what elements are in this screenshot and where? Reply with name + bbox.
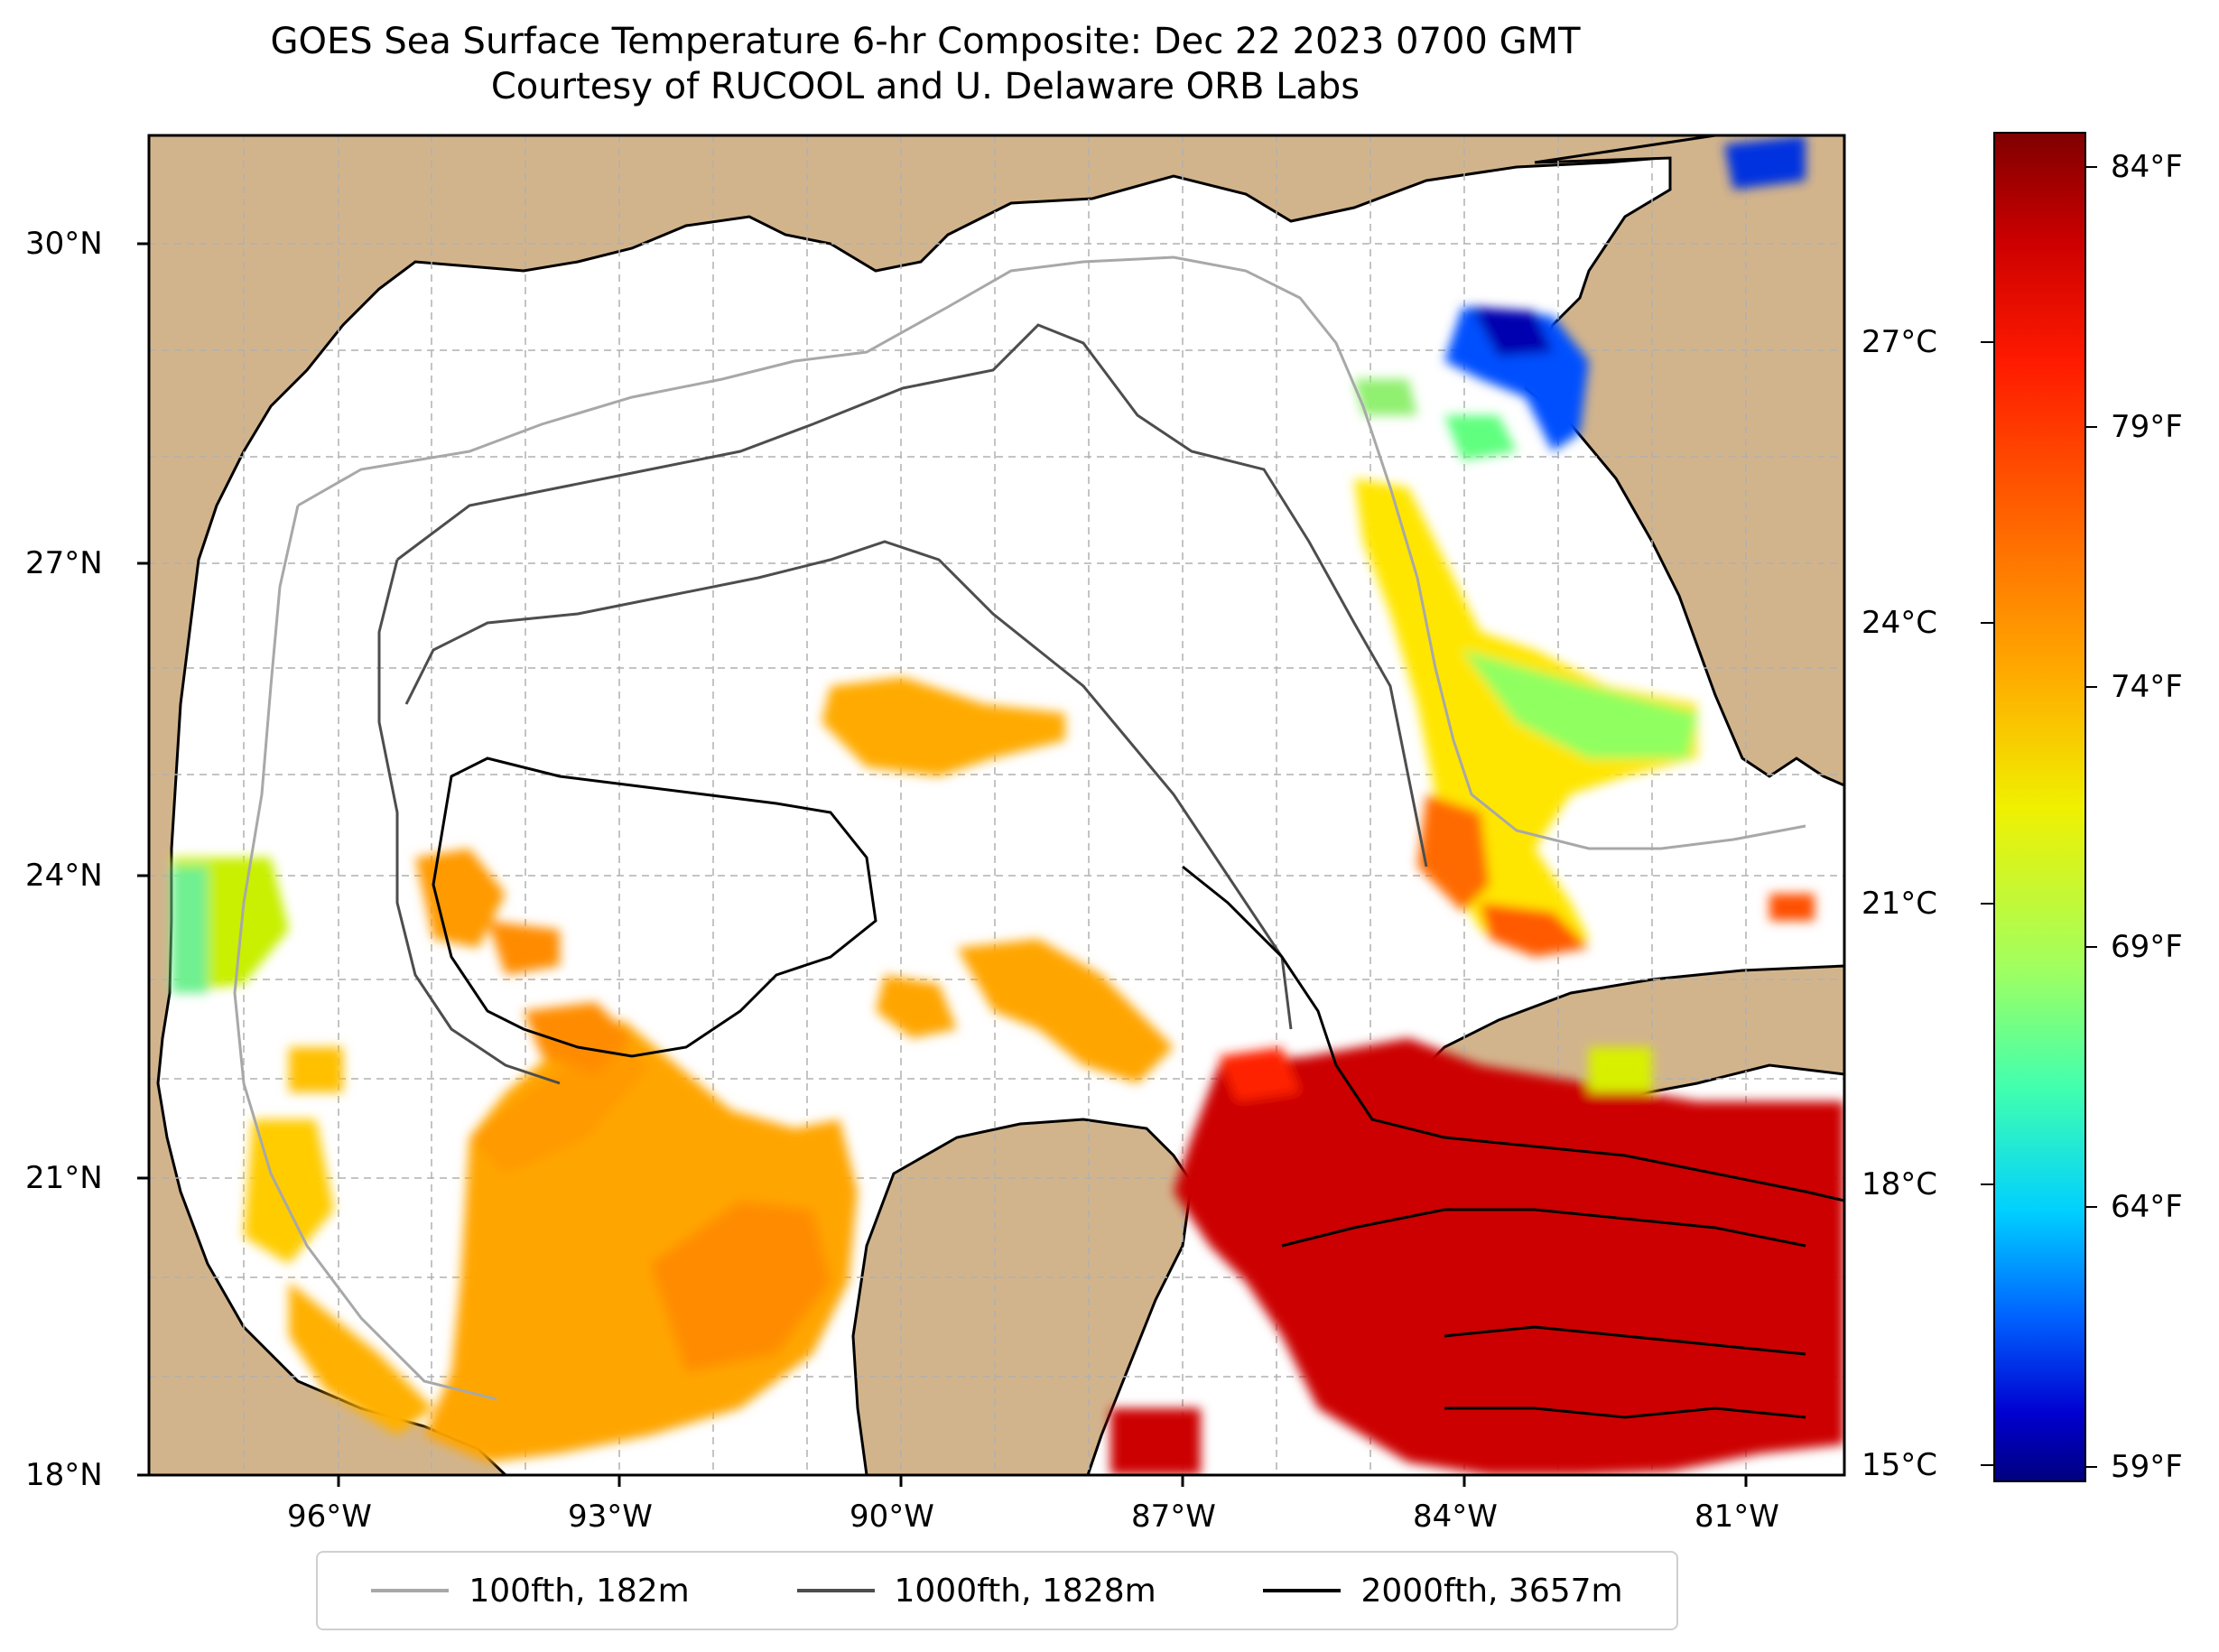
sst-patch-texas-coast <box>172 867 208 993</box>
sst-patch-central-east <box>957 939 1174 1083</box>
sst-patch-central <box>876 975 957 1038</box>
sst-patch-loop-edge-2 <box>1481 903 1589 957</box>
lat-label: 18°N <box>25 1457 103 1493</box>
sst-patch-cuba-north <box>1589 1047 1652 1092</box>
colorbar <box>1993 132 2086 1482</box>
colorbar-tick <box>2084 1466 2097 1468</box>
legend-swatch <box>371 1589 450 1592</box>
sst-patch-mexico-coast-1 <box>289 1047 343 1092</box>
legend-label: 100fth, 182m <box>469 1572 690 1610</box>
sst-patch-panhandle <box>1354 379 1417 415</box>
colorbar-tick <box>2084 946 2097 948</box>
sst-patch-west-south <box>524 1002 632 1074</box>
sst-patch-campeche-core <box>650 1201 831 1372</box>
legend-item-100fth: 100fth, 182m <box>371 1572 690 1610</box>
sst-patch-central-north <box>822 677 1065 776</box>
legend-label: 1000fth, 1828m <box>894 1572 1156 1610</box>
lat-label: 30°N <box>25 226 103 262</box>
colorbar-fahrenheit-label: 79°F <box>2111 409 2183 445</box>
sst-patch-big-bend <box>1444 307 1589 451</box>
axis-ticks <box>137 242 1748 1487</box>
sst-patch-keys <box>1769 894 1815 921</box>
sst-patch-mexico-coast-3 <box>289 1282 433 1435</box>
lat-label: 24°N <box>25 858 103 894</box>
lon-label: 87°W <box>1131 1499 1216 1535</box>
colorbar-tick <box>2084 426 2097 428</box>
colorbar-celsius-label: 24°C <box>1862 605 1938 641</box>
sst-patch-yucatan-channel-north <box>1219 1047 1300 1101</box>
colorbar-tick <box>1981 341 1993 343</box>
colorbar-tick <box>2084 686 2097 688</box>
sst-patch-west-loop <box>415 849 506 948</box>
colorbar-fahrenheit-label: 74°F <box>2111 669 2183 705</box>
lon-label: 93°W <box>568 1499 653 1535</box>
colorbar-celsius-label: 21°C <box>1862 886 1938 922</box>
colorbar-tick <box>2084 1206 2097 1208</box>
sst-patch-west-loop-2 <box>487 921 560 975</box>
colorbar-fahrenheit-label: 69°F <box>2111 929 2183 965</box>
sst-patch-wfs-inner <box>1462 650 1697 758</box>
lat-label: 27°N <box>25 545 103 581</box>
sst-patch-big-bend-south <box>1444 415 1517 460</box>
lon-label: 84°W <box>1413 1499 1498 1535</box>
lon-label: 96°W <box>287 1499 372 1535</box>
colorbar-tick <box>1981 903 1993 905</box>
sst-patch-caribbean <box>1174 1038 1844 1475</box>
colorbar-celsius-label: 18°C <box>1862 1166 1938 1202</box>
sst-patch-big-bend-core <box>1472 307 1553 357</box>
colorbar-tick <box>1981 622 1993 624</box>
chart-subtitle: Courtesy of RUCOOL and U. Delaware ORB L… <box>490 66 1360 107</box>
colorbar-fahrenheit-label: 84°F <box>2111 149 2183 185</box>
bathymetry-contours <box>233 255 1844 1419</box>
colorbar-fahrenheit-label: 59°F <box>2111 1449 2183 1485</box>
chart-title: GOES Sea Surface Temperature 6-hr Compos… <box>270 21 1581 62</box>
sst-patch-yucatan-channel <box>1110 1408 1201 1475</box>
sst-patch-atlantic <box>1724 135 1806 190</box>
lon-label: 90°W <box>850 1499 934 1535</box>
colorbar-tick <box>2084 166 2097 168</box>
legend-item-1000fth: 1000fth, 1828m <box>796 1572 1156 1610</box>
legend-swatch <box>1263 1589 1342 1592</box>
colorbar-celsius-label: 15°C <box>1862 1447 1938 1483</box>
colorbar-fahrenheit-label: 64°F <box>2111 1189 2183 1225</box>
sst-patch-loop-edge <box>1417 794 1490 912</box>
legend-swatch <box>796 1589 875 1592</box>
lat-label: 21°N <box>25 1160 103 1196</box>
land <box>149 135 1844 1475</box>
colorbar-tick <box>1981 1183 1993 1185</box>
colorbar-tick <box>1981 1464 1993 1466</box>
sst-patches <box>172 135 1844 1475</box>
sst-patch-west-campeche <box>469 1038 650 1174</box>
lon-label: 81°W <box>1694 1499 1779 1535</box>
colorbar-celsius-label: 27°C <box>1862 324 1938 360</box>
legend: 100fth, 182m 1000fth, 1828m 2000fth, 365… <box>316 1551 1678 1630</box>
legend-label: 2000fth, 3657m <box>1360 1572 1623 1610</box>
legend-item-2000fth: 2000fth, 3657m <box>1263 1572 1623 1610</box>
map-frame <box>147 134 1846 1477</box>
